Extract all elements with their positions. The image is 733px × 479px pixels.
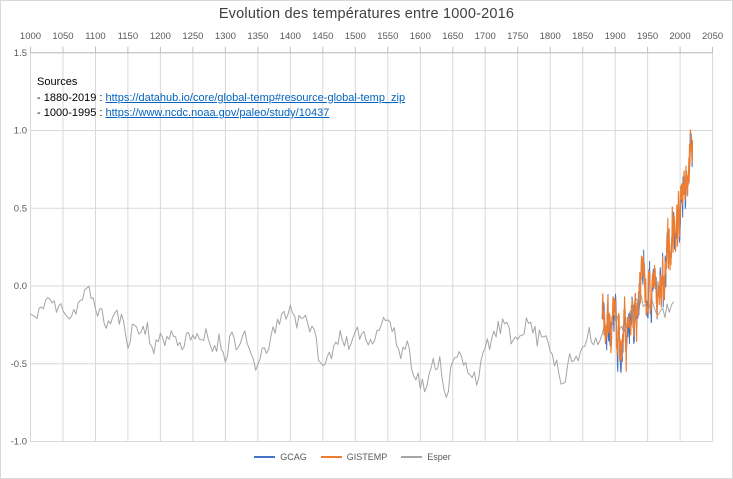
chart-title: Evolution des températures entre 1000-20… [218, 6, 515, 22]
x-tick-label: 1100 [85, 31, 105, 42]
x-tick-label: 1300 [215, 31, 236, 42]
x-tick-label: 1450 [312, 31, 333, 42]
legend-line-icon [320, 456, 342, 458]
gistemp-line [601, 129, 694, 372]
x-tick-label: 1900 [605, 31, 626, 42]
x-tick-label: 1550 [377, 31, 398, 42]
x-tick-label: 1000 [20, 31, 41, 42]
y-tick-label: 1.0 [14, 126, 27, 137]
esper-line [30, 285, 675, 398]
sources-heading: Sources [37, 76, 78, 88]
x-tick-label: 1750 [507, 31, 528, 42]
legend-item-gcag: GCAG [254, 452, 307, 462]
x-tick-label: 2050 [702, 31, 723, 42]
legend-item-esper: Esper [401, 452, 451, 462]
source-range-2: - 1000-1995 : [37, 107, 106, 119]
x-tick-label: 1950 [637, 31, 658, 42]
y-tick-label: -1.0 [11, 437, 27, 448]
source-link-noaa[interactable]: https://www.ncdc.noaa.gov/paleo/study/10… [105, 107, 330, 119]
x-tick-label: 1250 [182, 31, 203, 42]
x-tick-label: 1050 [52, 31, 73, 42]
y-tick-label: 1.5 [14, 48, 27, 59]
x-tick-label: 1850 [572, 31, 593, 42]
legend: GCAG GISTEMP Esper [1, 452, 704, 462]
x-tick-label: 1800 [540, 31, 561, 42]
legend-item-gistemp: GISTEMP [320, 452, 388, 462]
legend-line-icon [401, 456, 423, 458]
y-tick-label: 0.5 [14, 203, 27, 214]
y-tick-label: -0.5 [11, 359, 27, 370]
source-line-1: - 1880-2019 : https://datahub.io/core/gl… [37, 91, 405, 107]
source-link-datahub[interactable]: https://datahub.io/core/global-temp#reso… [105, 91, 406, 104]
x-tick-label: 1350 [247, 31, 268, 42]
x-tick-label: 1400 [280, 31, 301, 42]
y-tick-label: 0.0 [14, 281, 27, 292]
x-tick-label: 1650 [442, 31, 463, 42]
legend-label: GISTEMP [346, 452, 388, 462]
x-tick-label: 1700 [475, 31, 496, 42]
sources-block: Sources - 1880-2019 : https://datahub.io… [37, 75, 405, 122]
x-tick-label: 2000 [670, 31, 691, 42]
x-tick-label: 1600 [410, 31, 431, 42]
source-range-1: - 1880-2019 : [37, 91, 106, 104]
x-tick-label: 1200 [150, 31, 171, 42]
legend-line-icon [254, 456, 276, 458]
x-tick-label: 1150 [118, 31, 138, 42]
source-line-2: - 1000-1995 : https://www.ncdc.noaa.gov/… [37, 106, 405, 122]
legend-label: Esper [427, 452, 451, 462]
x-tick-label: 1500 [345, 31, 366, 42]
legend-label: GCAG [280, 452, 307, 462]
